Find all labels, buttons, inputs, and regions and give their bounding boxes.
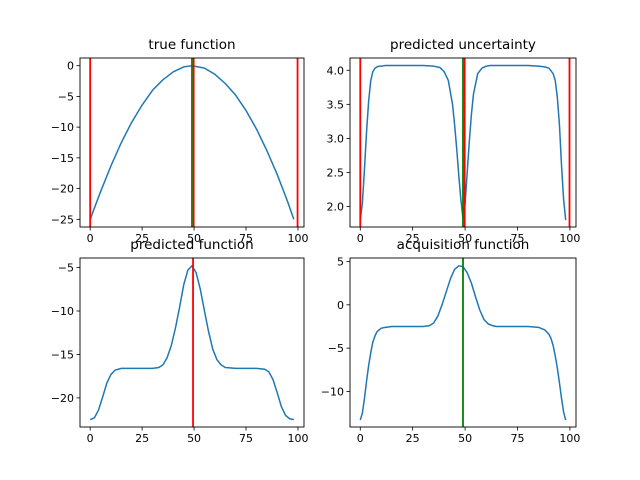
y-tick-label: −20 — [51, 392, 74, 405]
x-tick-label: 25 — [135, 432, 149, 445]
x-tick-label: 25 — [135, 232, 149, 245]
y-tick-label: 0 — [67, 60, 74, 73]
y-tick-label: −5 — [58, 90, 74, 103]
panel-title: true function — [148, 37, 235, 53]
x-tick-label: 100 — [287, 432, 308, 445]
x-tick-label: 0 — [357, 432, 364, 445]
panel-title: predicted uncertainty — [390, 37, 536, 53]
x-tick-label: 50 — [458, 232, 472, 245]
y-tick-label: −15 — [51, 348, 74, 361]
series-line-0 — [89, 265, 294, 421]
axes-frame — [349, 57, 577, 228]
x-tick-label: 50 — [458, 432, 472, 445]
y-tick-label: 2.0 — [327, 201, 345, 214]
y-tick-label: −5 — [328, 342, 344, 355]
y-tick-label: −10 — [51, 121, 74, 134]
x-tick-label: 0 — [87, 232, 94, 245]
series-line-0 — [359, 64, 567, 221]
axes-frame — [79, 257, 305, 428]
y-tick-label: 5 — [337, 255, 344, 268]
x-tick-label: 25 — [406, 232, 420, 245]
x-tick-label: 50 — [187, 232, 201, 245]
x-tick-label: 100 — [287, 232, 308, 245]
y-tick-label: −10 — [51, 305, 74, 318]
x-tick-label: 0 — [87, 432, 94, 445]
y-tick-label: −5 — [58, 262, 74, 275]
y-tick-label: −25 — [51, 213, 74, 226]
series-line-0 — [359, 265, 567, 421]
x-tick-label: 75 — [239, 232, 253, 245]
x-tick-label: 75 — [511, 432, 525, 445]
y-tick-label: 3.0 — [327, 132, 345, 145]
panel-axes: 0 25 50 75 100 0 −5 −10 −15 −20 −25 — [51, 60, 309, 245]
panel-predicted-uncertainty: predicted uncertainty 0 25 50 75 100 2.0 2.5 3.… — [327, 37, 581, 245]
x-tick-label: 100 — [559, 232, 580, 245]
x-tick-label: 75 — [239, 432, 253, 445]
panel-true-function: true function 0 25 50 75 100 0 −5 −10 −15 −20 −25 — [51, 37, 309, 245]
panel-predicted-function: predicted function 0 25 50 75 100 −5 −10 −15 −20 — [51, 237, 309, 445]
y-tick-label: −10 — [321, 385, 344, 398]
panel-title: acquisition function — [397, 237, 530, 253]
x-tick-label: 50 — [187, 432, 201, 445]
y-tick-label: −15 — [51, 152, 74, 165]
y-tick-label: 3.5 — [327, 98, 345, 111]
y-tick-label: 0 — [337, 299, 344, 312]
panel-marks — [89, 258, 294, 427]
panel-marks — [89, 58, 299, 227]
x-tick-label: 75 — [511, 232, 525, 245]
panel-axes: 0 25 50 75 100 2.0 2.5 3.0 3.5 4.0 — [327, 64, 581, 245]
axes-frame — [349, 257, 577, 428]
x-tick-label: 0 — [357, 232, 364, 245]
panel-marks — [359, 258, 567, 427]
panel-axes: 0 25 50 75 100 −5 −10 −15 −20 — [51, 262, 309, 445]
y-tick-label: −20 — [51, 183, 74, 196]
panel-title: predicted function — [130, 237, 253, 253]
x-tick-label: 100 — [559, 432, 580, 445]
y-tick-label: 2.5 — [327, 166, 345, 179]
axes-frame — [79, 57, 305, 228]
x-tick-label: 25 — [406, 432, 420, 445]
y-tick-label: 4.0 — [327, 64, 345, 77]
panel-marks — [359, 58, 571, 227]
